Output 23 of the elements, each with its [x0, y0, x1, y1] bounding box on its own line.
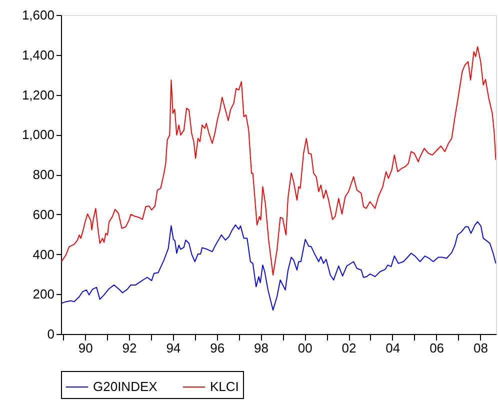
y-tick-label: 0	[47, 326, 54, 342]
x-tick-label: 00	[298, 340, 312, 356]
y-tick-label: 400	[32, 246, 54, 262]
y-tick-label: 1,200	[22, 87, 54, 102]
legend-label: G20INDEX	[93, 379, 158, 394]
y-tick-label: 800	[32, 167, 54, 182]
x-tick-label: 94	[166, 340, 181, 356]
x-tick-label: 04	[386, 340, 400, 356]
x-tick-label: 02	[342, 340, 356, 356]
y-tick-label: 600	[32, 206, 54, 222]
y-tick-label: 1,000	[22, 127, 54, 142]
x-tick-label: 08	[473, 340, 488, 356]
y-tick-label: 1,600	[22, 8, 54, 22]
y-tick-label: 200	[32, 286, 54, 302]
line-series	[61, 46, 496, 276]
x-tick-label: 90	[78, 340, 93, 356]
x-tick-label: 96	[210, 340, 225, 356]
y-tick-label: 1,400	[22, 47, 54, 62]
x-tick-label: 98	[254, 340, 268, 356]
legend-label: KLCI	[210, 379, 239, 394]
x-tick-label: 06	[430, 340, 444, 356]
line-series	[61, 221, 496, 311]
x-tick-label: 92	[122, 340, 137, 356]
